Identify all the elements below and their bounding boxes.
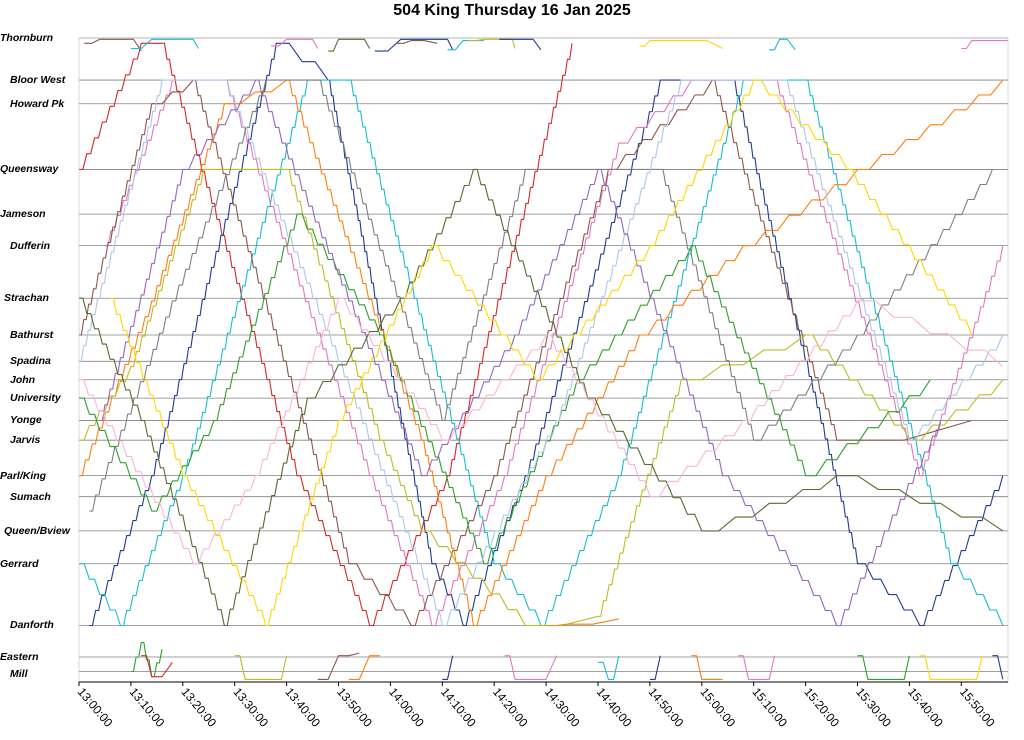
vehicle-trace-segment-26 xyxy=(919,655,983,680)
x-tick-label: 15:00:00 xyxy=(697,685,738,730)
stop-label: John xyxy=(10,373,36,386)
vehicle-trace-7 xyxy=(79,168,1004,627)
stop-label: Parl/King xyxy=(0,469,47,482)
stop-gridlines xyxy=(79,37,1008,672)
x-tick-label: 13:30:00 xyxy=(230,685,271,730)
stop-label: Dufferin xyxy=(10,239,51,252)
x-tick-label: 13:00:00 xyxy=(75,685,116,730)
vehicle-trace-2 xyxy=(89,42,1004,627)
vehicle-trace-9 xyxy=(79,213,931,565)
x-tick-label: 14:20:00 xyxy=(490,685,531,730)
x-tick-label: 14:40:00 xyxy=(594,685,635,730)
x-tick-label: 13:40:00 xyxy=(282,685,323,730)
chart-title: 504 King Thursday 16 Jan 2025 xyxy=(393,2,631,19)
vehicle-trace-segment-1 xyxy=(84,38,142,52)
vehicle-trace-segment-4 xyxy=(328,38,371,52)
stop-label: Strachan xyxy=(4,292,49,305)
stop-label: Gerrard xyxy=(0,557,39,570)
x-tick-label: 13:50:00 xyxy=(334,685,375,730)
plot-frame xyxy=(78,37,1009,683)
stop-label: Mill xyxy=(10,668,28,681)
x-tick-label: 15:30:00 xyxy=(853,685,894,730)
stop-label: Jameson xyxy=(0,208,46,221)
vehicle-trace-segment-23 xyxy=(691,655,723,680)
vehicle-trace-segment-20 xyxy=(546,618,619,627)
vehicle-trace-segment-11 xyxy=(769,38,796,51)
vehicle-trace-segment-10 xyxy=(639,40,723,49)
vehicle-trace-segment-9 xyxy=(499,38,542,51)
vehicle-trace-4 xyxy=(104,79,1004,627)
vehicle-trace-6 xyxy=(79,79,1004,627)
vehicle-trace-segment-17 xyxy=(348,655,380,680)
vehicle-trace-10 xyxy=(79,79,1004,627)
x-tick-label: 14:00:00 xyxy=(386,685,427,730)
stop-label: Eastern xyxy=(0,651,39,664)
x-tick-label: 15:50:00 xyxy=(957,685,998,730)
x-tick-label: 15:20:00 xyxy=(801,685,842,730)
vehicle-trace-segment-18 xyxy=(442,655,454,680)
vehicle-trace-segment-27 xyxy=(992,655,1004,680)
stop-label: Bathurst xyxy=(10,329,54,342)
stop-label: University xyxy=(10,392,61,405)
vehicle-trace-segment-16 xyxy=(317,652,360,680)
stop-label: Queensway xyxy=(0,163,59,176)
stop-label: Jarvis xyxy=(10,434,41,447)
vehicle-trace-8 xyxy=(89,79,993,512)
vehicle-trace-segment-7 xyxy=(447,40,484,51)
vehicle-trace-segment-21 xyxy=(598,655,620,680)
vehicle-trace-12 xyxy=(79,168,1004,627)
x-tick-label: 15:10:00 xyxy=(749,685,790,730)
vehicle-trace-segment-6 xyxy=(395,40,438,44)
vehicle-trace-5 xyxy=(79,79,972,627)
vehicle-trace-segment-24 xyxy=(738,655,776,680)
stop-label: Yonge xyxy=(10,414,42,427)
vehicle-trace-segment-25 xyxy=(857,655,910,680)
vehicle-trace-segment-22 xyxy=(649,655,661,680)
vehicle-trace-segment-12 xyxy=(961,40,1008,50)
vehicle-trace-segment-2 xyxy=(130,38,199,50)
x-tick-label: 13:20:00 xyxy=(179,685,220,730)
vehicle-trace-14 xyxy=(110,79,973,627)
vehicle-trace-segment-14 xyxy=(141,655,173,678)
vehicle-traces xyxy=(79,38,1008,680)
x-tick-label: 15:40:00 xyxy=(905,685,946,730)
vehicle-trace-3 xyxy=(79,79,1004,627)
vehicle-trace-segment-15 xyxy=(234,655,288,680)
stop-label: Howard Pk xyxy=(10,97,65,110)
stop-label: Danforth xyxy=(10,619,54,632)
x-tick-label: 13:10:00 xyxy=(127,685,168,730)
vehicle-trace-11 xyxy=(99,79,942,627)
stop-label: Spadina xyxy=(10,355,51,368)
vehicle-trace-segment-19 xyxy=(504,655,558,680)
vehicle-trace-13 xyxy=(79,297,1004,565)
stop-label: Sumach xyxy=(10,490,51,503)
x-axis: 13:00:00 13:10:00 13:20:00 13:30:00 13:40:00… xyxy=(75,37,1009,730)
vehicle-trace-segment-3 xyxy=(271,38,319,49)
x-tick-label: 14:50:00 xyxy=(646,685,687,730)
stop-label: Queen/Bview xyxy=(4,524,70,537)
vehicle-trace-segment-8 xyxy=(468,38,516,49)
x-tick-label: 14:30:00 xyxy=(542,685,583,730)
vehicle-trace-1 xyxy=(79,42,573,627)
x-tick-label: 14:10:00 xyxy=(438,685,479,730)
stop-label: Bloor West xyxy=(10,74,66,87)
vehicle-trace-segment-13 xyxy=(130,642,163,678)
stop-label: Thornburn xyxy=(0,32,54,44)
vehicle-trace-segment-5 xyxy=(374,38,454,52)
